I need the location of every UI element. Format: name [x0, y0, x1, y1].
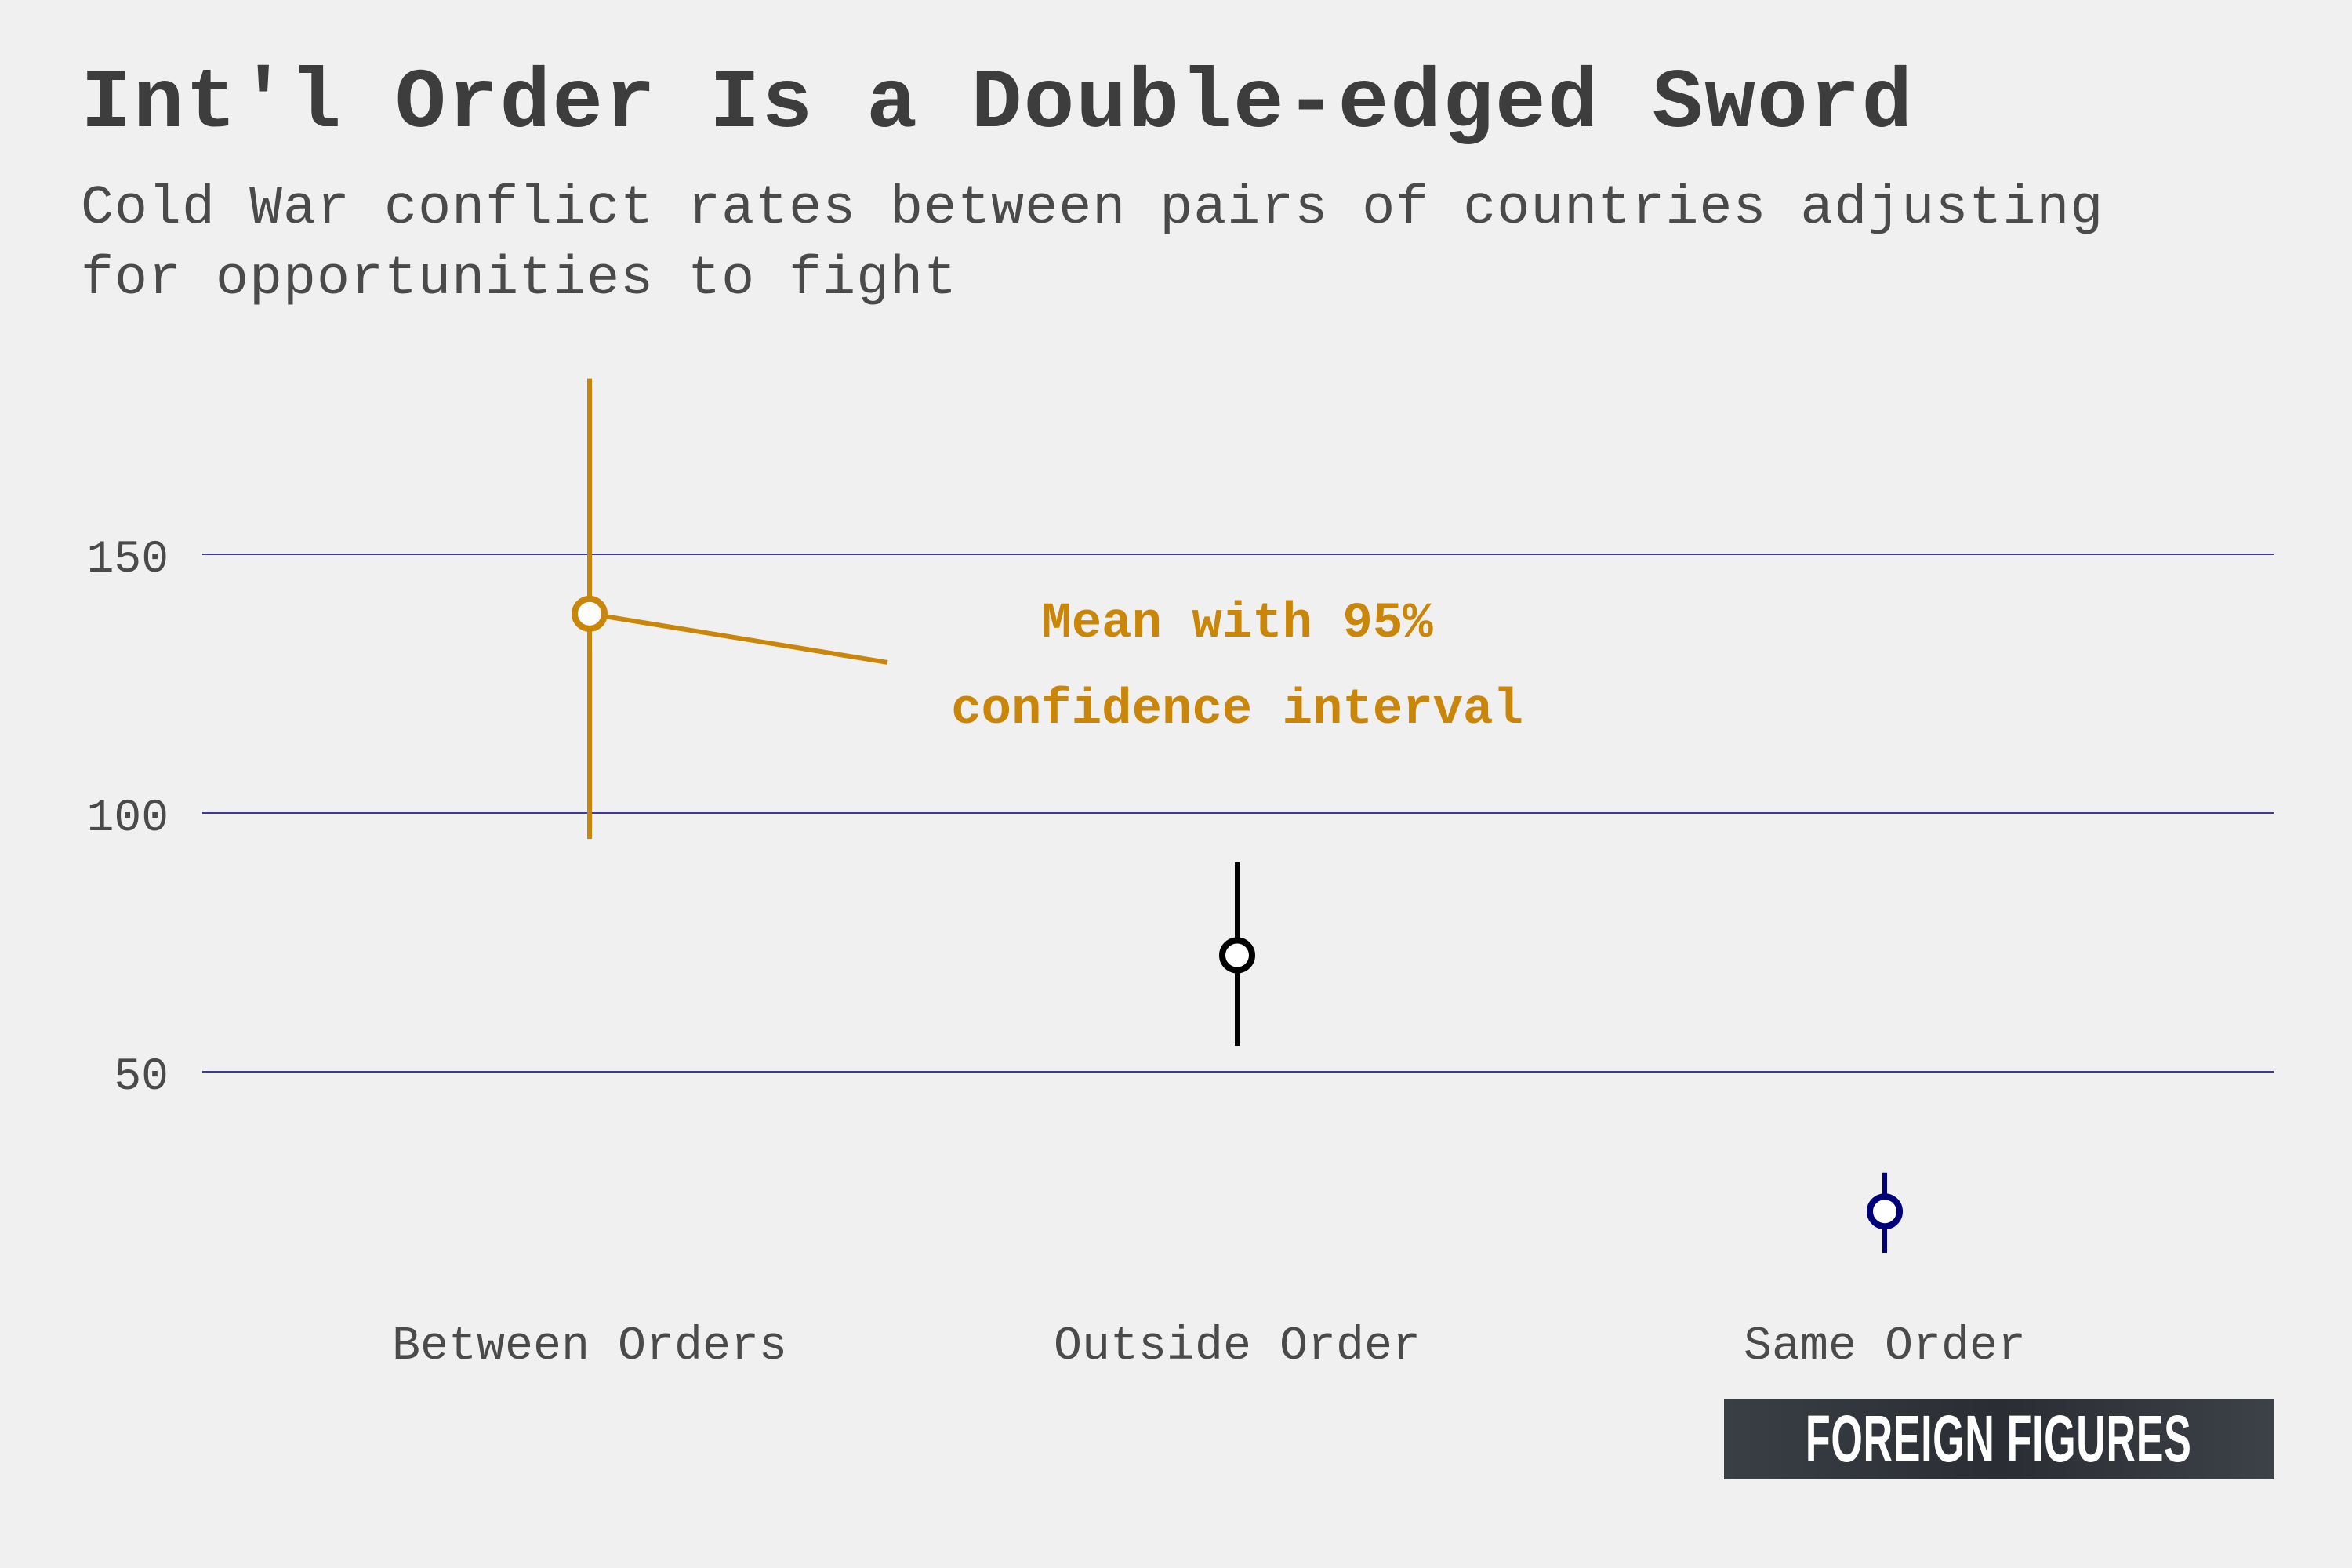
- brand-label: FOREIGN FIGURES: [1806, 1402, 2192, 1475]
- x-tick-label-2: Same Order: [1744, 1320, 2026, 1374]
- mean-point-0: [572, 595, 608, 632]
- x-tick-label-0: Between Orders: [392, 1320, 787, 1374]
- foreign-figures-logo: FOREIGN FIGURES: [1724, 1399, 2274, 1479]
- y-tick-label-150: 150: [87, 535, 169, 586]
- annotation-text-line1: Mean with 95%: [1041, 596, 1433, 652]
- y-tick-label-100: 100: [87, 793, 169, 844]
- x-tick-label-1: Outside Order: [1054, 1320, 1421, 1374]
- chart-title: Int'l Order Is a Double-edged Sword: [81, 56, 1915, 152]
- annotation-connector: [589, 611, 888, 665]
- mean-point-1: [1219, 937, 1255, 974]
- chart-subtitle: Cold War conflict rates between pairs of…: [81, 178, 2104, 310]
- y-tick-label-50: 50: [114, 1052, 169, 1103]
- annotation-text-line2: confidence interval: [951, 682, 1523, 739]
- mean-point-2: [1867, 1193, 1903, 1230]
